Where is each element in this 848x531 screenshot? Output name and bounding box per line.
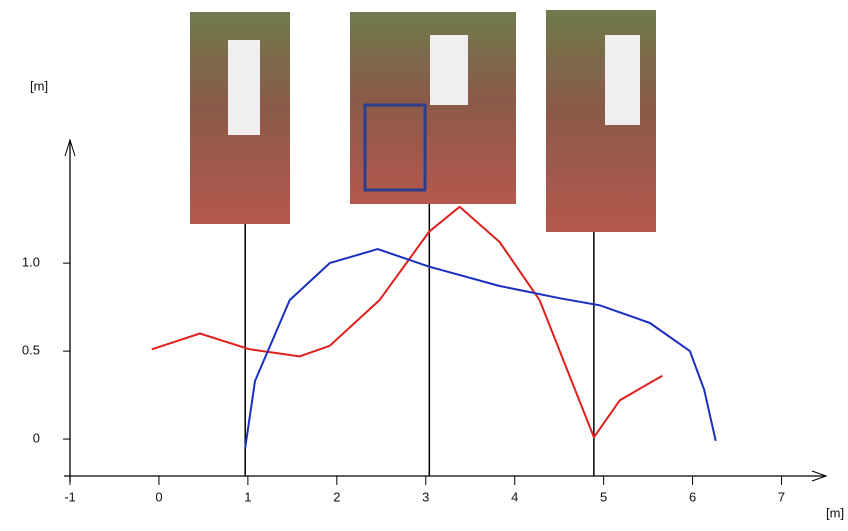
x-tick-label: 4 <box>511 489 518 504</box>
y-axis-label: [m] <box>30 78 48 93</box>
x-tick-label: 1 <box>244 489 251 504</box>
series-line <box>152 207 663 437</box>
y-tick-label: 0.5 <box>22 343 40 358</box>
series-line <box>245 249 716 448</box>
photos <box>190 10 656 232</box>
x-tick-label: 7 <box>778 489 785 504</box>
x-tick-label: 2 <box>333 489 340 504</box>
athlete <box>605 35 640 125</box>
x-tick-label: 0 <box>155 489 162 504</box>
x-axis-label: [m] <box>826 505 844 520</box>
athlete <box>430 35 468 105</box>
x-tick-label: 6 <box>689 489 696 504</box>
x-tick-label: 3 <box>422 489 429 504</box>
athlete <box>228 40 260 135</box>
chart: [m] [m] -1 0 1 2 3 4 5 6 7 0 0.5 1.0 <box>0 0 848 531</box>
y-tick-label: 1.0 <box>22 255 40 270</box>
x-tick-label: 5 <box>600 489 607 504</box>
y-tick-label: 0 <box>33 430 40 445</box>
x-tick-label: -1 <box>64 489 76 504</box>
